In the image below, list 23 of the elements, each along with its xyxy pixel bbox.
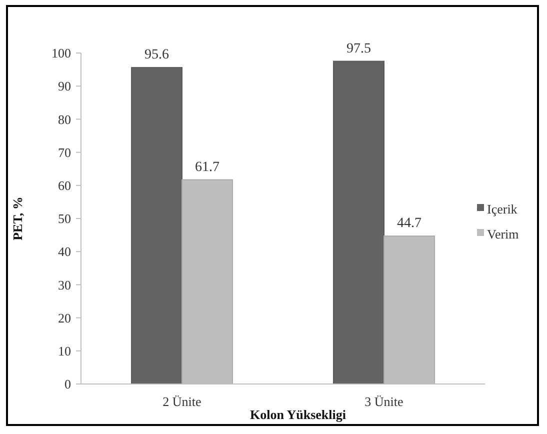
x-tick-label: 3 Ünite (364, 394, 404, 409)
y-tick-label: 0 (64, 376, 71, 392)
y-tick-label: 30 (58, 277, 71, 292)
y-tick-label: 70 (58, 144, 71, 160)
y-tick-label: 10 (58, 343, 71, 358)
y-tick-label: 50 (58, 211, 71, 226)
data-label: 44.7 (397, 216, 422, 232)
x-axis-title: Kolon Yüksekligi (250, 407, 346, 422)
y-tick-label: 100 (52, 46, 71, 61)
y-tick-label: 40 (58, 244, 71, 260)
legend-label: Içerik (487, 202, 518, 217)
bar (333, 60, 384, 384)
y-tick-label: 80 (58, 112, 71, 127)
data-label: 95.6 (144, 48, 169, 63)
data-label: 97.5 (346, 41, 371, 56)
y-tick-label: 20 (58, 310, 71, 326)
y-tick-label: 90 (58, 78, 71, 94)
legend-label: Verim (487, 226, 519, 242)
x-tick-label: 2 Ünite (162, 394, 202, 409)
bar (131, 67, 182, 384)
y-axis-title: PET, % (10, 196, 25, 240)
y-tick-label: 60 (58, 178, 71, 193)
data-label: 61.7 (195, 160, 220, 175)
